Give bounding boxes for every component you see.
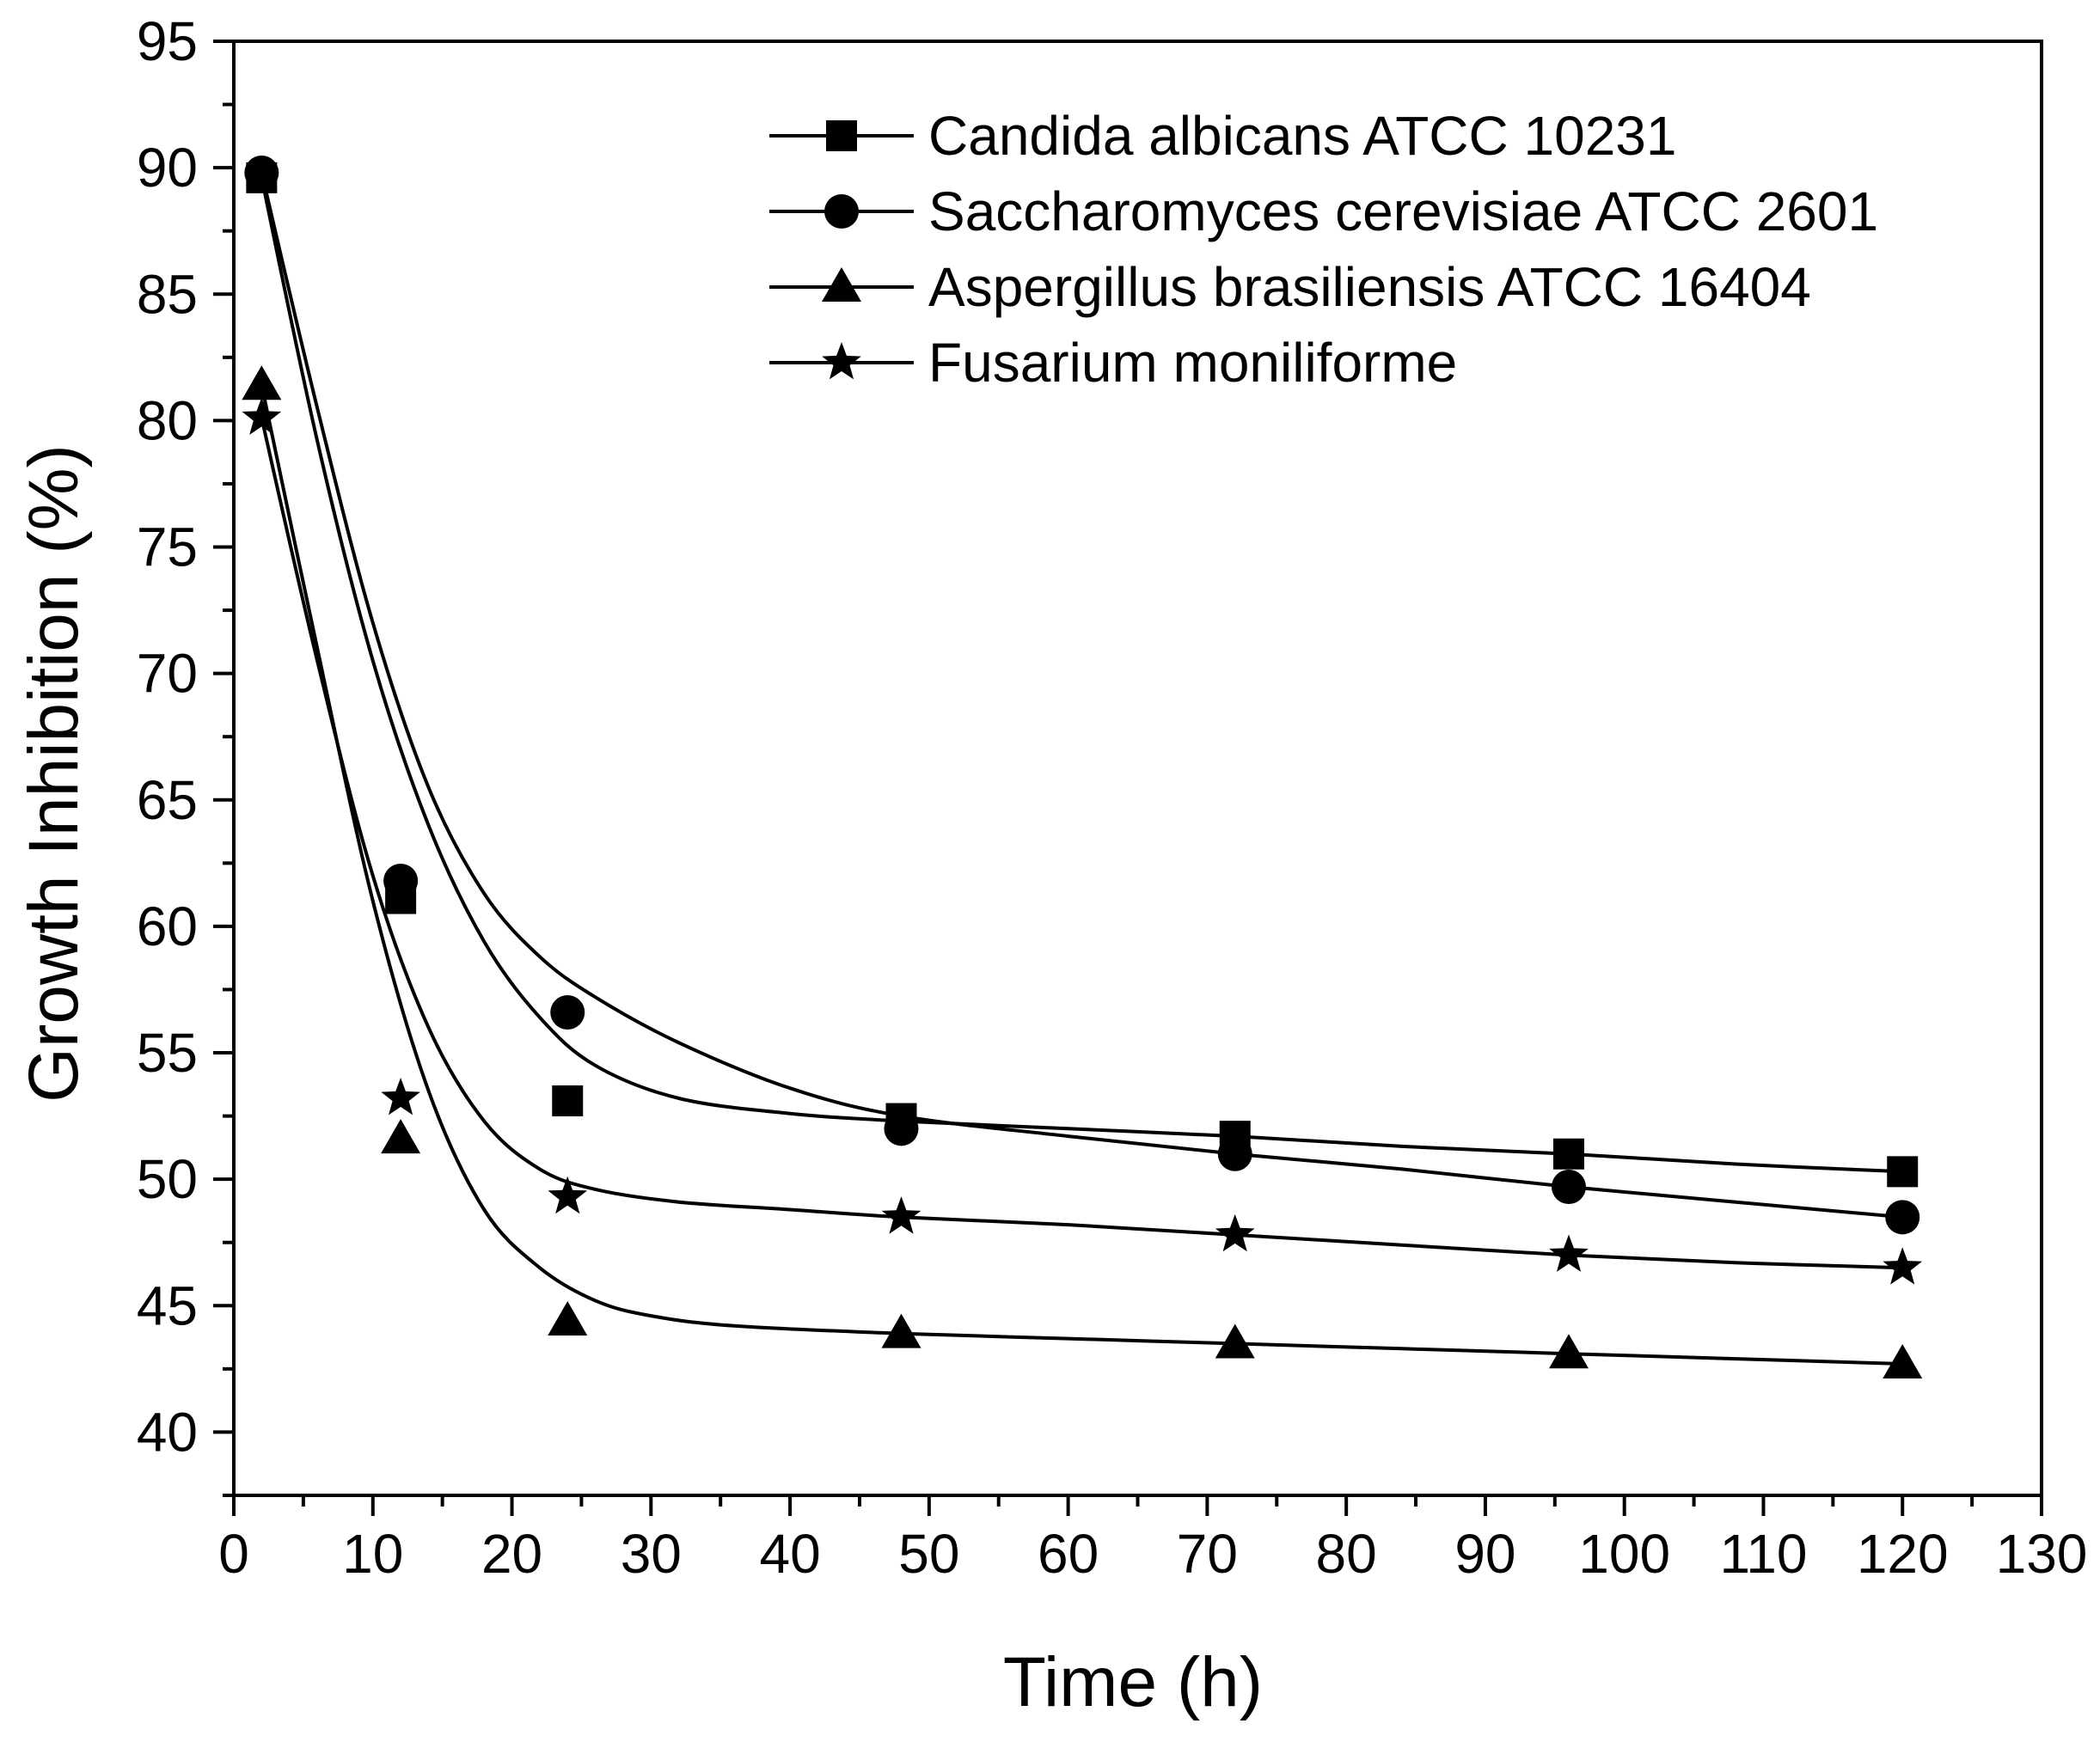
y-tick-label: 65 bbox=[137, 769, 198, 831]
legend: Candida albicans ATCC 10231 Saccharomyces… bbox=[769, 105, 1878, 394]
x-tick-label: 40 bbox=[759, 1523, 820, 1585]
x-axis-title: Time (h) bbox=[1003, 1643, 1263, 1721]
legend-marker-square bbox=[826, 120, 857, 151]
tick-labels: 0 10 20 30 40 50 60 70 80 90 100 110 120 130 40 45 50 55 6… bbox=[137, 10, 2088, 1585]
x-tick-label: 130 bbox=[1996, 1523, 2088, 1585]
data-point-circle bbox=[1217, 1136, 1252, 1171]
data-point-star bbox=[381, 1078, 420, 1115]
x-tick-label: 10 bbox=[342, 1523, 403, 1585]
x-tick-label: 100 bbox=[1578, 1523, 1670, 1585]
data-point-triangle bbox=[1883, 1343, 1923, 1378]
y-tick-label: 90 bbox=[137, 137, 198, 199]
x-tick-label: 110 bbox=[1719, 1523, 1807, 1585]
data-point-circle bbox=[383, 863, 419, 898]
y-tick-label: 70 bbox=[137, 643, 198, 705]
data-point-square bbox=[1887, 1156, 1919, 1188]
fit-curves bbox=[260, 172, 1903, 1366]
data-point-star bbox=[881, 1196, 921, 1234]
legend-item: Saccharomyces cerevisiae ATCC 2601 bbox=[769, 180, 1878, 242]
data-point-circle bbox=[1551, 1170, 1586, 1205]
legend-label: Saccharomyces cerevisiae ATCC 2601 bbox=[928, 180, 1878, 242]
legend-marker-circle bbox=[824, 194, 859, 229]
data-point-circle bbox=[244, 156, 279, 191]
fit-curve-4 bbox=[260, 417, 1903, 1270]
data-point-square bbox=[552, 1085, 584, 1116]
legend-marker-star bbox=[822, 342, 861, 380]
data-point-triangle bbox=[881, 1313, 921, 1348]
y-tick-label: 45 bbox=[137, 1274, 198, 1336]
data-point-triangle bbox=[548, 1300, 588, 1336]
legend-label: Aspergillus brasiliensis ATCC 16404 bbox=[928, 256, 1811, 318]
x-tick-label: 80 bbox=[1316, 1523, 1377, 1585]
data-point-circle bbox=[1885, 1200, 1920, 1235]
data-point-square bbox=[1552, 1138, 1584, 1170]
x-tick-label: 0 bbox=[218, 1523, 249, 1585]
legend-marker-triangle bbox=[822, 267, 861, 302]
x-tick-label: 20 bbox=[481, 1523, 542, 1585]
y-axis-title: Growth Inhibition (%) bbox=[15, 444, 93, 1103]
y-tick-label: 50 bbox=[137, 1148, 198, 1210]
y-tick-label: 75 bbox=[137, 516, 198, 578]
data-point-star bbox=[242, 397, 282, 435]
fit-curve-1 bbox=[260, 177, 1903, 1174]
data-point-triangle bbox=[1548, 1334, 1589, 1369]
data-point-star bbox=[548, 1176, 588, 1214]
data-point-triangle bbox=[242, 365, 282, 400]
data-markers bbox=[242, 156, 1923, 1378]
fit-curve-3 bbox=[260, 384, 1903, 1366]
legend-label: Fusarium moniliforme bbox=[928, 332, 1457, 394]
y-tick-label: 60 bbox=[137, 895, 198, 957]
data-point-star bbox=[1883, 1247, 1923, 1285]
data-point-circle bbox=[550, 994, 585, 1030]
y-tick-label: 85 bbox=[137, 263, 198, 325]
legend-item: Fusarium moniliforme bbox=[769, 332, 1457, 394]
y-tick-label: 55 bbox=[137, 1022, 198, 1084]
x-tick-label: 70 bbox=[1177, 1523, 1238, 1585]
fit-curve-2 bbox=[260, 172, 1903, 1219]
y-tick-label: 95 bbox=[137, 10, 198, 72]
legend-item: Candida albicans ATCC 10231 bbox=[769, 105, 1676, 167]
x-tick-label: 30 bbox=[621, 1523, 682, 1585]
legend-label: Candida albicans ATCC 10231 bbox=[928, 105, 1676, 167]
data-point-star bbox=[1215, 1213, 1255, 1252]
y-tick-label: 80 bbox=[137, 389, 198, 451]
axes bbox=[213, 40, 2043, 1516]
data-point-triangle bbox=[381, 1119, 421, 1154]
data-point-star bbox=[1549, 1234, 1589, 1272]
x-tick-label: 120 bbox=[1857, 1523, 1949, 1585]
x-tick-label: 50 bbox=[898, 1523, 959, 1585]
x-tick-label: 90 bbox=[1454, 1523, 1515, 1585]
data-point-circle bbox=[884, 1111, 919, 1146]
y-tick-label: 40 bbox=[137, 1401, 198, 1463]
legend-item: Aspergillus brasiliensis ATCC 16404 bbox=[769, 256, 1811, 318]
data-point-triangle bbox=[1215, 1323, 1255, 1359]
x-tick-label: 60 bbox=[1038, 1523, 1099, 1585]
